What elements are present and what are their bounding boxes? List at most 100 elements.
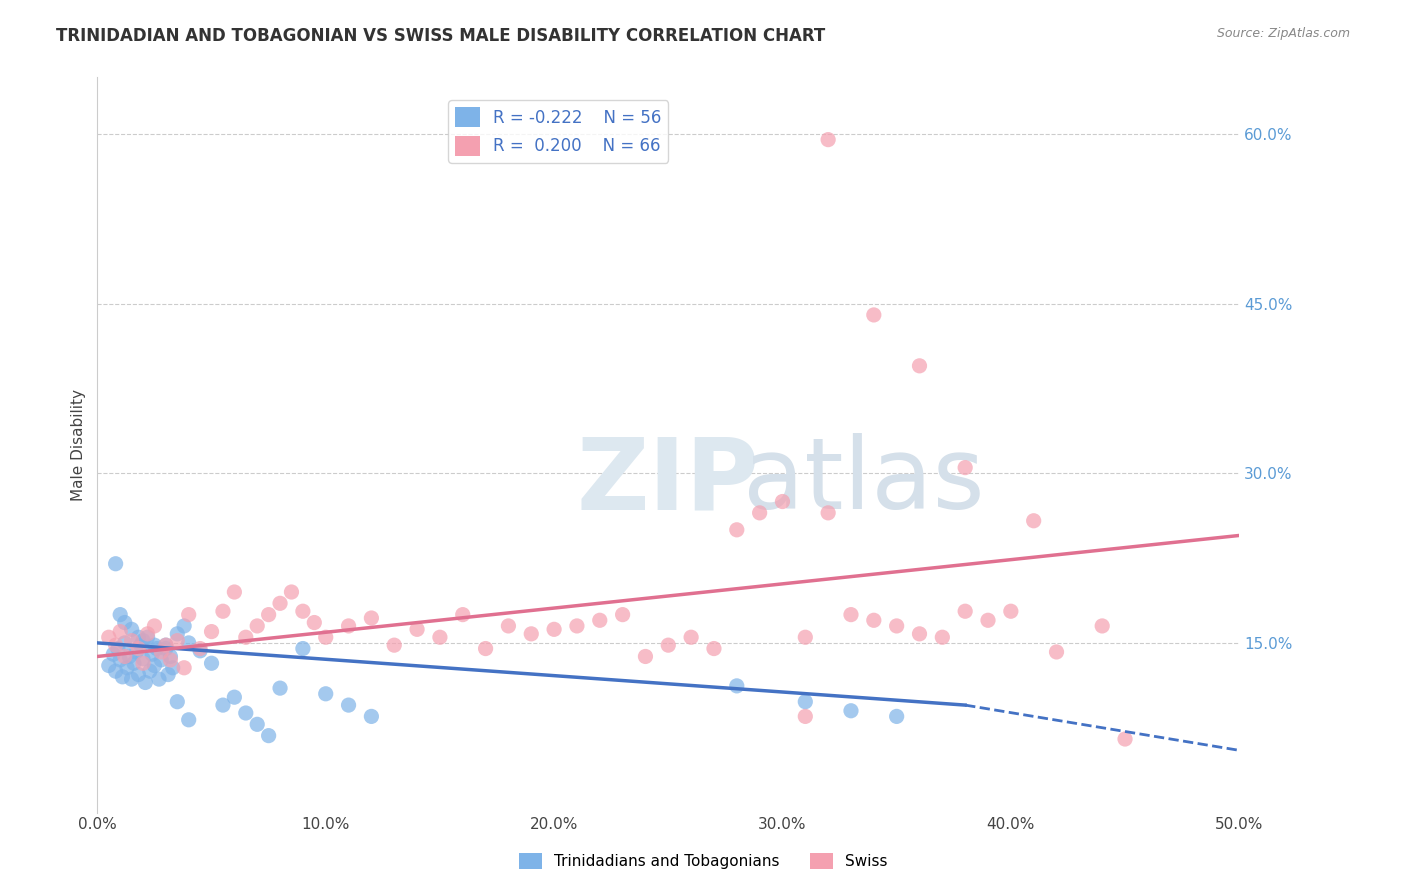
Point [794,709,817,723]
Point [953,604,976,618]
Point [839,607,862,622]
Point [291,641,314,656]
Point [681,630,703,644]
Y-axis label: Male Disability: Male Disability [72,389,86,501]
Point [977,613,1000,627]
Point [157,667,180,681]
Point [862,308,884,322]
Point [132,657,155,671]
Point [280,585,302,599]
Point [291,604,314,618]
Point [224,690,246,705]
Point [269,596,291,610]
Point [886,709,908,723]
Point [1045,645,1067,659]
Point [132,651,155,665]
Point [188,641,211,656]
Point [200,624,222,639]
Point [104,664,127,678]
Point [177,636,200,650]
Point [862,613,884,627]
Point [114,615,136,630]
Point [794,695,817,709]
Point [159,649,181,664]
Point [125,645,148,659]
Point [134,675,156,690]
Point [104,557,127,571]
Point [246,619,269,633]
Point [108,607,131,622]
Point [108,624,131,639]
Point [451,607,474,622]
Point [269,681,291,695]
Point [143,619,166,633]
Point [173,661,195,675]
Point [565,619,588,633]
Point [139,664,162,678]
Point [612,607,634,622]
Point [235,706,257,720]
Point [166,633,188,648]
Point [315,630,337,644]
Point [224,585,246,599]
Point [315,687,337,701]
Point [155,638,177,652]
Point [382,638,405,652]
Point [931,630,953,644]
Point [337,698,360,712]
Point [108,653,131,667]
Point [817,506,839,520]
Point [155,641,177,656]
Point [118,649,141,664]
Point [173,619,195,633]
Point [121,672,143,686]
Point [122,657,145,671]
Point [136,630,159,644]
Point [657,638,679,652]
Point [155,638,177,652]
Point [498,619,520,633]
Point [103,647,125,661]
Point [212,698,235,712]
Point [150,645,173,659]
Legend: Trinidadians and Tobagonians, Swiss: Trinidadians and Tobagonians, Swiss [512,847,894,875]
Point [177,713,200,727]
Point [257,729,280,743]
Point [145,641,167,656]
Point [162,661,184,675]
Point [141,647,163,661]
Point [114,636,136,650]
Point [1114,732,1136,747]
Point [1000,604,1022,618]
Point [132,633,155,648]
Point [886,619,908,633]
Point [212,604,235,618]
Point [246,717,269,731]
Point [360,709,382,723]
Point [148,672,170,686]
Point [406,623,429,637]
Point [97,630,120,644]
Point [150,653,173,667]
Point [166,695,188,709]
Point [520,627,543,641]
Text: Source: ZipAtlas.com: Source: ZipAtlas.com [1216,27,1350,40]
Legend: R = -0.222    N = 56, R =  0.200    N = 66: R = -0.222 N = 56, R = 0.200 N = 66 [449,101,668,163]
Point [1091,619,1114,633]
Point [188,644,211,658]
Point [200,657,222,671]
Point [589,613,612,627]
Point [166,627,188,641]
Point [115,661,138,675]
Text: atlas: atlas [742,434,984,530]
Point [794,630,817,644]
Point [121,633,143,648]
Point [97,658,120,673]
Point [725,679,748,693]
Point [634,649,657,664]
Point [127,630,149,644]
Point [953,460,976,475]
Point [107,641,129,656]
Point [104,638,127,652]
Point [772,494,794,508]
